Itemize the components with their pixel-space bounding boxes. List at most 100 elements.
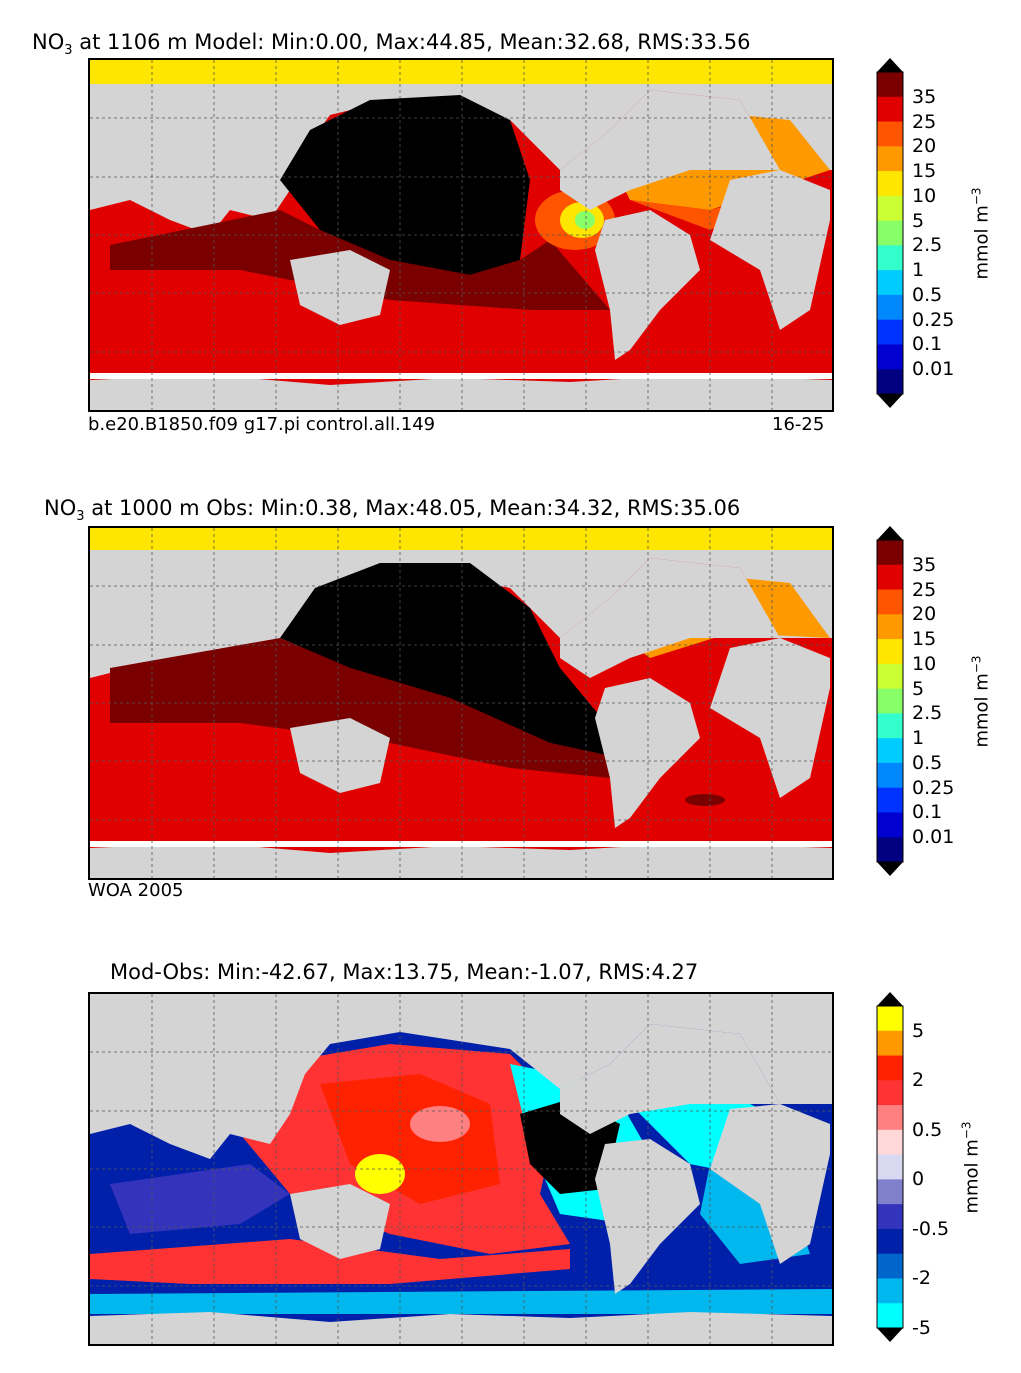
- colorbar-segment: [877, 762, 903, 789]
- pacific-pink: [410, 1106, 470, 1142]
- panel1-map-svg: [90, 60, 832, 410]
- map-grid: [90, 528, 832, 878]
- colorbar-segment: [877, 738, 903, 764]
- colorbar-segment: [877, 121, 903, 147]
- panel1-unit-base: mmol m: [971, 205, 993, 280]
- panel3-colorbar-svg: [876, 992, 904, 1342]
- colorbar-segment: [877, 171, 903, 197]
- panel1-unit: mmol m−3: [970, 187, 993, 279]
- colorbar-tick-label: 20: [912, 135, 937, 158]
- colorbar-segment: [877, 1154, 903, 1180]
- land-north-america: [560, 90, 780, 210]
- colorbar-segment: [877, 589, 903, 615]
- land-south-america: [595, 1139, 700, 1294]
- colorbar-tick-label: 35: [912, 553, 937, 576]
- land-australia: [290, 250, 390, 325]
- panel1-title-no: NO: [32, 30, 65, 54]
- colorbar-segment: [877, 1080, 903, 1106]
- colorbar-segment: [877, 344, 903, 370]
- land-north: [90, 84, 832, 235]
- arctic-band: [90, 528, 832, 550]
- panel3-unit: mmol m−3: [960, 1121, 983, 1213]
- land-antarctica: [90, 1312, 832, 1344]
- panel2-map: [88, 526, 834, 880]
- colorbar-segment: [877, 713, 903, 739]
- panel3-unit-base: mmol m: [961, 1139, 983, 1214]
- colorbar-segment: [877, 1228, 903, 1255]
- colorbar-segment: [877, 1030, 903, 1057]
- panel1-caption-left: b.e20.B1850.f09 g17.pi control.all.149: [88, 414, 436, 435]
- colorbar-segment: [877, 564, 903, 591]
- colorbar-segment: [877, 837, 903, 863]
- panel1-unit-exp: −3: [969, 187, 984, 206]
- colorbar-segment: [877, 688, 903, 714]
- colorbar-segment: [877, 639, 903, 665]
- land-australia: [290, 1184, 390, 1259]
- colorbar-segment: [877, 540, 903, 566]
- panel2-unit-exp: −3: [969, 655, 984, 674]
- colorbar-tick-label: 5: [912, 209, 925, 232]
- colorbar-segment: [877, 294, 903, 321]
- colorbar-segment: [877, 1303, 903, 1329]
- colorbar-tick-label: 10: [912, 652, 937, 675]
- colorbar-tick-label: 0.5: [912, 1118, 943, 1141]
- panel1-colorbar-svg: [876, 58, 904, 408]
- panel3-unit-exp: −3: [959, 1121, 974, 1140]
- colorbar-tick-label: 1: [912, 727, 925, 750]
- colorbar-segment: [877, 220, 903, 246]
- southern-red-band: [90, 1239, 570, 1284]
- land-antarctica: [90, 375, 832, 410]
- colorbar-tick-label: 0.5: [912, 283, 943, 306]
- colorbar-segment: [877, 245, 903, 271]
- colorbar-tick-label: 2.5: [912, 702, 943, 725]
- colorbar-tick-label: 2.5: [912, 234, 943, 257]
- epac-green: [575, 211, 595, 229]
- colorbar-tick-label: 0.1: [912, 801, 943, 824]
- arctic-band: [90, 60, 832, 84]
- land-north-america: [560, 1024, 780, 1134]
- colorbar-segment: [877, 787, 903, 813]
- colorbar-tick-label: 0.5: [912, 751, 943, 774]
- colorbar-tick-label: 15: [912, 628, 937, 651]
- colorbar-tick-label: 0.01: [912, 826, 955, 849]
- panel1-colorbar: [875, 58, 915, 408]
- land-africa: [710, 638, 830, 798]
- southern-cyan: [90, 1289, 832, 1314]
- colorbar-segment: [877, 1253, 903, 1279]
- colorbar-tick-label: 25: [912, 110, 937, 133]
- colorbar-extend-max: [877, 58, 903, 72]
- panel2-title-no: NO: [44, 496, 77, 520]
- panel2-title-sub: 3: [76, 509, 85, 525]
- colorbar-segment: [877, 146, 903, 172]
- panel3-colorbar: [875, 992, 915, 1342]
- colorbar-segment: [877, 812, 903, 838]
- colorbar-segment: [877, 1204, 903, 1230]
- panel2-caption-left: WOA 2005: [88, 880, 184, 901]
- panel2-colorbar: [875, 526, 915, 876]
- panel1-title-sub: 3: [64, 43, 73, 59]
- colorbar-extend-min: [877, 1328, 903, 1342]
- colorbar-outline: [876, 71, 904, 395]
- dark-red-band: [110, 638, 620, 778]
- colorbar-segment: [877, 1055, 903, 1081]
- indian-blue: [110, 1164, 290, 1234]
- panel3-map-svg: [90, 994, 832, 1344]
- panel3-title-rest: Mod-Obs: Min:-42.67, Max:13.75, Mean:-1.…: [110, 960, 699, 984]
- pacific-core: [280, 563, 620, 758]
- land-north-america: [560, 558, 780, 678]
- land-africa: [710, 170, 830, 330]
- colorbar-extend-min: [877, 394, 903, 408]
- colorbar-segment: [877, 1179, 903, 1205]
- colorbar-segment: [877, 195, 903, 222]
- map-grid: [90, 994, 832, 1344]
- colorbar-segment: [877, 614, 903, 640]
- colorbar-extend-max: [877, 992, 903, 1006]
- colorbar-tick-label: 10: [912, 184, 937, 207]
- colorbar-tick-label: 0.1: [912, 333, 943, 356]
- land-arctic: [90, 994, 832, 1016]
- panel1-map: [88, 58, 834, 412]
- pacific-yellow: [355, 1154, 405, 1194]
- colorbar-tick-label: 1: [912, 259, 925, 282]
- land-south-america: [595, 678, 700, 828]
- colorbar-segment: [877, 369, 903, 395]
